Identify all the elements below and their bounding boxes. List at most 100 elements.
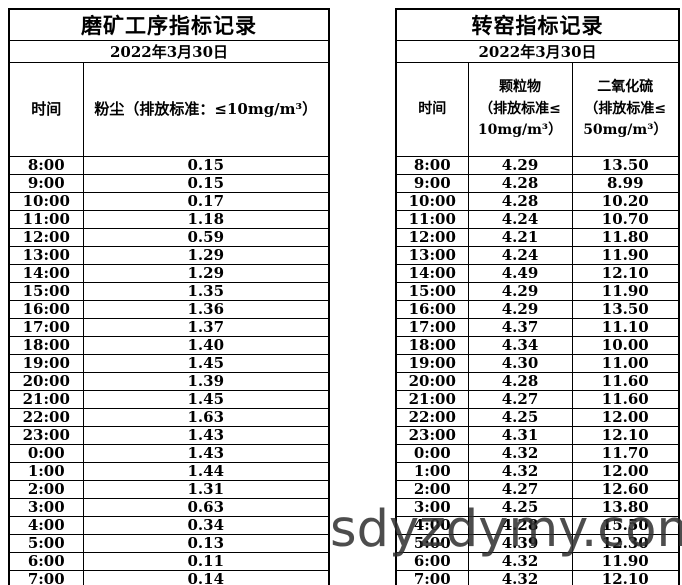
kiln-table-row: 11:00 4.24 10.70 [395,210,680,229]
particulate-value-cell: 4.31 [467,426,573,445]
dust-value-cell: 1.43 [82,426,330,445]
kiln-table-row: 1:00 4.32 12.00 [395,462,680,481]
so2-value-cell: 10.20 [571,192,680,211]
grinding-table-row: 21:00 1.45 [8,390,330,409]
dust-value-cell: 1.44 [82,462,330,481]
particulate-value-cell: 4.30 [467,354,573,373]
so2-value-cell: 12.10 [571,264,680,283]
time-cell: 8:00 [395,156,469,175]
grinding-table-row: 11:00 1.18 [8,210,330,229]
kiln-table-row: 22:00 4.25 12.00 [395,408,680,427]
time-cell: 17:00 [395,318,469,337]
so2-value-cell: 11.60 [571,390,680,409]
dust-value-cell: 0.59 [82,228,330,247]
time-cell: 16:00 [8,300,84,319]
dust-value-cell: 1.45 [82,390,330,409]
dust-value-cell: 1.18 [82,210,330,229]
grinding-process-table: 磨矿工序指标记录 2022年3月30日 时间 粉尘（排放标准：≤10mg/m³）… [8,8,330,585]
so2-value-cell: 12.30 [571,534,680,553]
so2-value-cell: 11.60 [571,372,680,391]
so2-value-cell: 12.10 [571,570,680,585]
time-cell: 0:00 [8,444,84,463]
grinding-table-row: 17:00 1.37 [8,318,330,337]
kiln-table-row: 20:00 4.28 11.60 [395,372,680,391]
particulate-value-cell: 4.25 [467,408,573,427]
kiln-table-row: 16:00 4.29 13.50 [395,300,680,319]
kiln-header-so2: 二氧化硫 （排放标准≤ 50mg/m³） [571,62,680,157]
time-cell: 10:00 [8,192,84,211]
so2-value-cell: 12.10 [571,426,680,445]
time-cell: 7:00 [8,570,84,585]
time-cell: 19:00 [8,354,84,373]
so2-value-cell: 12.00 [571,462,680,481]
time-cell: 14:00 [8,264,84,283]
grinding-table-row: 18:00 1.40 [8,336,330,355]
time-cell: 8:00 [8,156,84,175]
kiln-table-row: 3:00 4.25 13.80 [395,498,680,517]
time-cell: 20:00 [395,372,469,391]
time-cell: 4:00 [8,516,84,535]
rotary-kiln-table: 转窑指标记录 2022年3月30日 时间 颗粒物 （排放标准≤ 10mg/m³）… [395,8,681,585]
kiln-table-row: 5:00 4.39 12.30 [395,534,680,553]
kiln-table-row: 2:00 4.27 12.60 [395,480,680,499]
so2-value-cell: 11.90 [571,282,680,301]
particulate-value-cell: 4.24 [467,246,573,265]
grinding-table-row: 9:00 0.15 [8,174,330,193]
time-cell: 22:00 [395,408,469,427]
time-cell: 1:00 [8,462,84,481]
time-cell: 9:00 [395,174,469,193]
grinding-table-row: 5:00 0.13 [8,534,330,553]
so2-value-cell: 13.50 [571,156,680,175]
grinding-table-row: 7:00 0.14 [8,570,330,585]
kiln-table-row: 13:00 4.24 11.90 [395,246,680,265]
time-cell: 3:00 [8,498,84,517]
kiln-table-row: 0:00 4.32 11.70 [395,444,680,463]
particulate-value-cell: 4.28 [467,192,573,211]
so2-value-cell: 11.00 [571,354,680,373]
kiln-table-row: 4:00 4.28 15.50 [395,516,680,535]
time-cell: 5:00 [395,534,469,553]
time-cell: 11:00 [395,210,469,229]
dust-value-cell: 0.11 [82,552,330,571]
dust-value-cell: 1.31 [82,480,330,499]
time-cell: 16:00 [395,300,469,319]
time-cell: 3:00 [395,498,469,517]
grinding-table-row: 13:00 1.29 [8,246,330,265]
grinding-table-row: 22:00 1.63 [8,408,330,427]
time-cell: 12:00 [8,228,84,247]
kiln-table-row: 17:00 4.37 11.10 [395,318,680,337]
particulate-value-cell: 4.29 [467,282,573,301]
particulate-value-cell: 4.29 [467,156,573,175]
time-cell: 1:00 [395,462,469,481]
particulate-value-cell: 4.24 [467,210,573,229]
particulate-value-cell: 4.34 [467,336,573,355]
particulate-value-cell: 4.39 [467,534,573,553]
kiln-table-row: 6:00 4.32 11.90 [395,552,680,571]
grinding-table-row: 10:00 0.17 [8,192,330,211]
time-cell: 23:00 [395,426,469,445]
dust-value-cell: 1.35 [82,282,330,301]
time-cell: 6:00 [395,552,469,571]
kiln-table-row: 14:00 4.49 12.10 [395,264,680,283]
particulate-value-cell: 4.28 [467,372,573,391]
so2-value-cell: 10.00 [571,336,680,355]
time-cell: 6:00 [8,552,84,571]
time-cell: 4:00 [395,516,469,535]
time-cell: 0:00 [395,444,469,463]
time-cell: 12:00 [395,228,469,247]
particulate-value-cell: 4.28 [467,174,573,193]
time-cell: 10:00 [395,192,469,211]
grinding-table-row: 12:00 0.59 [8,228,330,247]
kiln-table-row: 18:00 4.34 10.00 [395,336,680,355]
so2-value-cell: 13.80 [571,498,680,517]
kiln-table-row: 12:00 4.21 11.80 [395,228,680,247]
particulate-value-cell: 4.25 [467,498,573,517]
time-cell: 15:00 [8,282,84,301]
particulate-value-cell: 4.32 [467,552,573,571]
dust-value-cell: 0.34 [82,516,330,535]
kiln-table-title: 转窑指标记录 [395,8,680,41]
time-cell: 11:00 [8,210,84,229]
time-cell: 22:00 [8,408,84,427]
dust-value-cell: 1.37 [82,318,330,337]
